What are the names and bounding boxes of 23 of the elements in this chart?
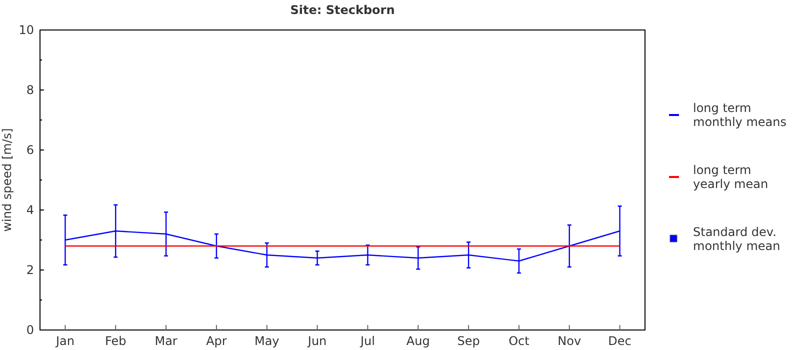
x-tick-label: Jun: [306, 334, 327, 348]
x-tick-label: Jan: [54, 334, 74, 348]
x-tick-label: Sep: [457, 334, 480, 348]
chart-title: Site: Steckborn: [290, 3, 395, 17]
x-tick-label: Feb: [105, 334, 126, 348]
x-tick-label: Mar: [154, 334, 178, 348]
x-tick-label: May: [254, 334, 280, 348]
y-tick-label: 10: [18, 23, 34, 38]
text: Standard dev. monthly mean: [693, 225, 780, 253]
x-tick-label: Jul: [359, 334, 375, 348]
legend-label: long term yearly mean: [693, 163, 768, 191]
y-tick-label: 6: [26, 143, 34, 158]
y-axis-title: wind speed [m/s]: [0, 128, 14, 232]
y-tick-label: 2: [26, 263, 34, 278]
x-tick-label: Oct: [508, 334, 530, 348]
x-tick-label: Apr: [206, 334, 227, 348]
x-tick-label: Dec: [608, 334, 632, 348]
y-tick-label: 8: [26, 83, 34, 98]
y-tick-label: 0: [26, 323, 34, 338]
legend-label: long term monthly means: [693, 101, 786, 129]
x-tick-label: Aug: [406, 334, 430, 348]
y-tick-label: 4: [26, 203, 34, 218]
x-tick-label: Nov: [558, 334, 582, 348]
